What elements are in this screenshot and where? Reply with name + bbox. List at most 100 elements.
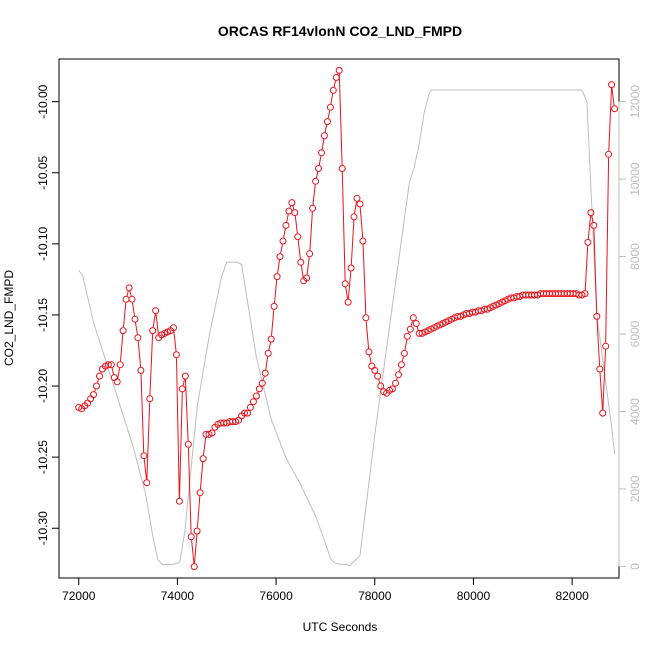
series-segment [398,367,401,372]
x-tick-label: 82000 [555,589,589,603]
y-axis-label: CO2_LND_FMPD [2,270,16,366]
series-segment [362,244,367,315]
data-point [172,351,180,359]
data-point [184,440,192,448]
series-segment [365,321,370,349]
data-point [261,369,269,377]
data-point [104,361,112,369]
data-point [332,74,340,81]
data-point [412,320,420,327]
series-segment [350,220,355,265]
data-point [113,378,121,386]
data-point [143,479,151,487]
data-point [350,213,358,221]
series-segment [97,379,99,383]
series-segment [312,184,316,205]
data-point [368,362,376,370]
data-point [611,105,619,113]
data-point [190,563,198,571]
data-point [273,273,281,281]
data-point [178,385,186,393]
data-point [181,372,189,380]
data-point [93,382,100,390]
data-point [400,349,408,357]
data-point [406,325,414,333]
data-point [131,315,139,323]
data-point [593,312,601,320]
data-point [365,348,373,356]
plot-frame [58,58,620,579]
secondary-line [78,89,616,567]
series-segment [369,355,372,363]
data-point [297,258,305,266]
series-segment [354,201,357,214]
data-point [409,314,417,322]
data-point [291,209,299,217]
data-point [587,209,595,217]
series-segment [318,156,322,166]
data-point [389,385,396,393]
data-point [318,149,325,157]
series-segment [149,333,154,396]
data-point [356,200,364,208]
series-segment [196,496,201,528]
data-point [599,409,607,417]
series-segment [283,228,286,238]
series-segment [378,379,381,383]
right-y-axis: 0 2000 4000 6000 8000 10000 12000 [618,85,642,570]
series-segment [347,271,352,299]
y-tick-label: -10.00 [36,84,50,118]
right-y-tick-label: 6000 [628,320,642,347]
series-segment [396,377,398,381]
series-segment [309,211,313,251]
data-point [312,177,320,185]
series-segment [611,87,615,106]
series-segment [176,358,180,498]
data-point [326,103,334,111]
y-tick-label: -10.05 [36,155,50,189]
data-point [347,264,355,272]
data-point [397,361,405,369]
x-axis-label: UTC Seconds [303,620,378,634]
data-point [128,295,136,303]
data-point [605,150,613,158]
series-segment [321,139,325,150]
data-point [395,371,402,379]
series-segment [274,279,278,304]
series-segment [265,356,269,370]
x-tick-label: 72000 [62,589,96,603]
data-point [285,207,293,215]
series-segment [333,80,336,88]
data-point [208,429,216,437]
series-segment [410,320,413,327]
data-point [119,327,127,335]
right-y-tick-label: 4000 [628,398,642,425]
series-segment [330,93,334,105]
series-segment [143,459,147,480]
data-point [282,221,290,229]
data-point [584,238,592,246]
data-point [279,237,287,245]
data-point [140,452,148,460]
data-point [152,307,160,315]
right-y-tick-label: 8000 [628,243,642,270]
y-tick-label: -10.25 [36,440,50,474]
series-segment [194,534,198,564]
series-segment [187,447,192,534]
data-point [371,366,379,374]
series-segment [179,392,183,498]
series-segment [268,342,271,351]
series-segment [297,240,301,260]
series-segment [300,265,304,278]
data-point [602,342,610,350]
right-y-tick-label: 2000 [628,475,642,502]
series-segment [155,314,159,335]
data-point [196,489,204,497]
data-point [288,199,296,207]
series-segment [182,379,185,386]
data-point [362,314,370,322]
series-segment [404,339,408,351]
x-axis: 72000 74000 76000 78000 80000 82000 [62,577,589,603]
series-segment [173,331,177,352]
data-point [344,298,352,306]
